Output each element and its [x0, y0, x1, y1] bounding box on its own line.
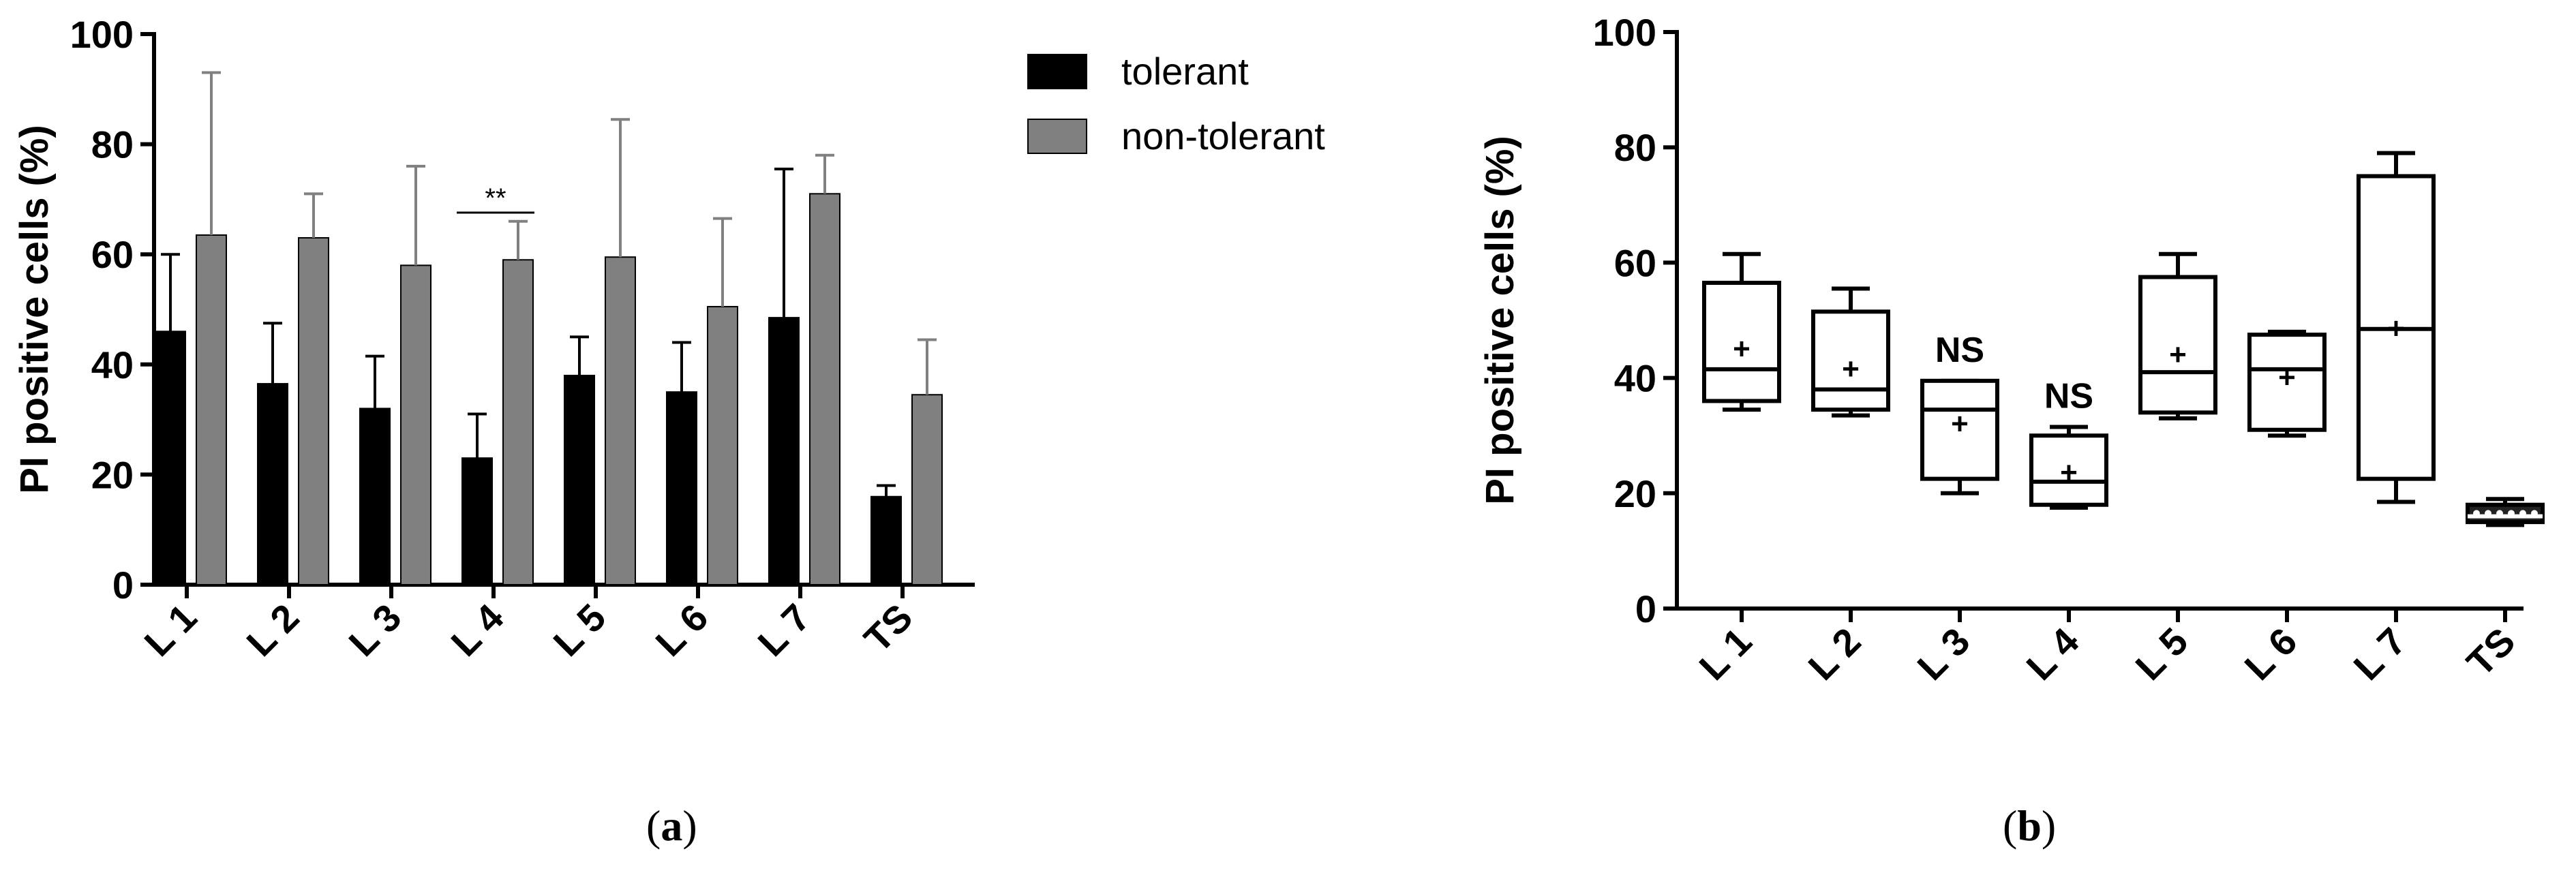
y-tick-label: 20 — [91, 453, 134, 496]
x-tick-label: L 2 — [238, 596, 307, 664]
bar-tolerant — [564, 374, 595, 586]
bar-non-tolerant — [707, 305, 738, 585]
mean-marker: + — [2278, 361, 2296, 395]
x-tick-label: L 6 — [2236, 619, 2305, 688]
box — [1920, 378, 1999, 481]
x-tick-label: L 5 — [545, 596, 613, 664]
significance-label: ** — [485, 183, 506, 213]
y-tick-label: 80 — [91, 123, 134, 166]
mean-marker: + — [1842, 352, 1860, 386]
bar-tolerant — [257, 383, 288, 586]
bar-tolerant — [155, 331, 186, 585]
x-tick-label: L 3 — [340, 596, 409, 664]
panel-label-b: (b) — [2003, 801, 2057, 850]
bar-tolerant — [768, 317, 800, 585]
bar-non-tolerant — [605, 256, 636, 585]
bar-non-tolerant — [911, 394, 943, 585]
bar-non-tolerant — [196, 234, 227, 586]
bar-tolerant — [461, 457, 493, 585]
box — [1702, 281, 1781, 403]
y-tick-label: 60 — [91, 233, 134, 276]
bar-non-tolerant — [400, 264, 431, 585]
x-tick-label: L 6 — [647, 596, 716, 664]
x-tick-label: L 4 — [2018, 619, 2087, 688]
legend-swatch — [1027, 54, 1087, 89]
x-tick-label: L 7 — [2345, 619, 2414, 688]
bar-tolerant — [359, 408, 391, 585]
mean-marker: + — [2169, 338, 2187, 371]
y-axis-label: PI positive cells (%) — [1478, 136, 1522, 505]
y-tick-label: 20 — [1614, 472, 1656, 515]
legend-label: tolerant — [1121, 50, 1249, 93]
y-tick-label: 60 — [1614, 241, 1656, 284]
x-tick-label: L 2 — [1800, 619, 1868, 688]
mean-marker: + — [2387, 312, 2405, 346]
bar-non-tolerant — [809, 193, 840, 585]
legend-label: non-tolerant — [1121, 114, 1325, 157]
y-tick-label: 40 — [91, 343, 134, 386]
mean-marker: + — [1733, 332, 1751, 365]
x-tick-label: TS — [2458, 619, 2523, 684]
x-tick-label: L 1 — [136, 596, 204, 664]
box — [2466, 502, 2545, 525]
y-tick-label: 100 — [70, 13, 134, 56]
x-tick-label: L 1 — [1691, 619, 1759, 688]
panel-label-a: (a) — [646, 801, 697, 850]
box — [2029, 433, 2108, 507]
box — [2247, 333, 2327, 432]
bar-non-tolerant — [502, 259, 534, 585]
bar-tolerant — [870, 495, 902, 585]
significance-label: NS — [1935, 331, 1984, 370]
y-tick-label: 100 — [1593, 11, 1656, 54]
bar-tolerant — [666, 391, 697, 585]
legend-swatch — [1027, 119, 1087, 154]
y-axis-label: PI positive cells (%) — [12, 125, 57, 494]
x-tick-label: L 3 — [1909, 619, 1978, 688]
y-tick-label: 0 — [1635, 587, 1656, 630]
mean-marker: + — [2060, 456, 2078, 489]
mean-marker: + — [1951, 407, 1969, 440]
bar-non-tolerant — [298, 236, 329, 585]
box — [1811, 309, 1890, 412]
x-tick-label: L 4 — [442, 596, 511, 664]
box — [2138, 275, 2217, 415]
y-tick-label: 80 — [1614, 126, 1656, 169]
chart-b-boxplot: 0 20 40 60 80 100 PI positive cells (%) L 1 L 2 L… — [1478, 11, 2545, 688]
chart-a-bar: 0 20 40 60 80 100 PI positive cells (%) L 1 L 2 L… — [12, 13, 1325, 664]
y-tick-label: 40 — [1614, 357, 1656, 400]
x-tick-label: L 5 — [2127, 619, 2196, 688]
y-tick-label: 0 — [112, 564, 134, 607]
significance-label: NS — [2044, 377, 2093, 416]
x-tick-label: TS — [855, 596, 920, 660]
x-tick-label: L 7 — [749, 596, 818, 664]
